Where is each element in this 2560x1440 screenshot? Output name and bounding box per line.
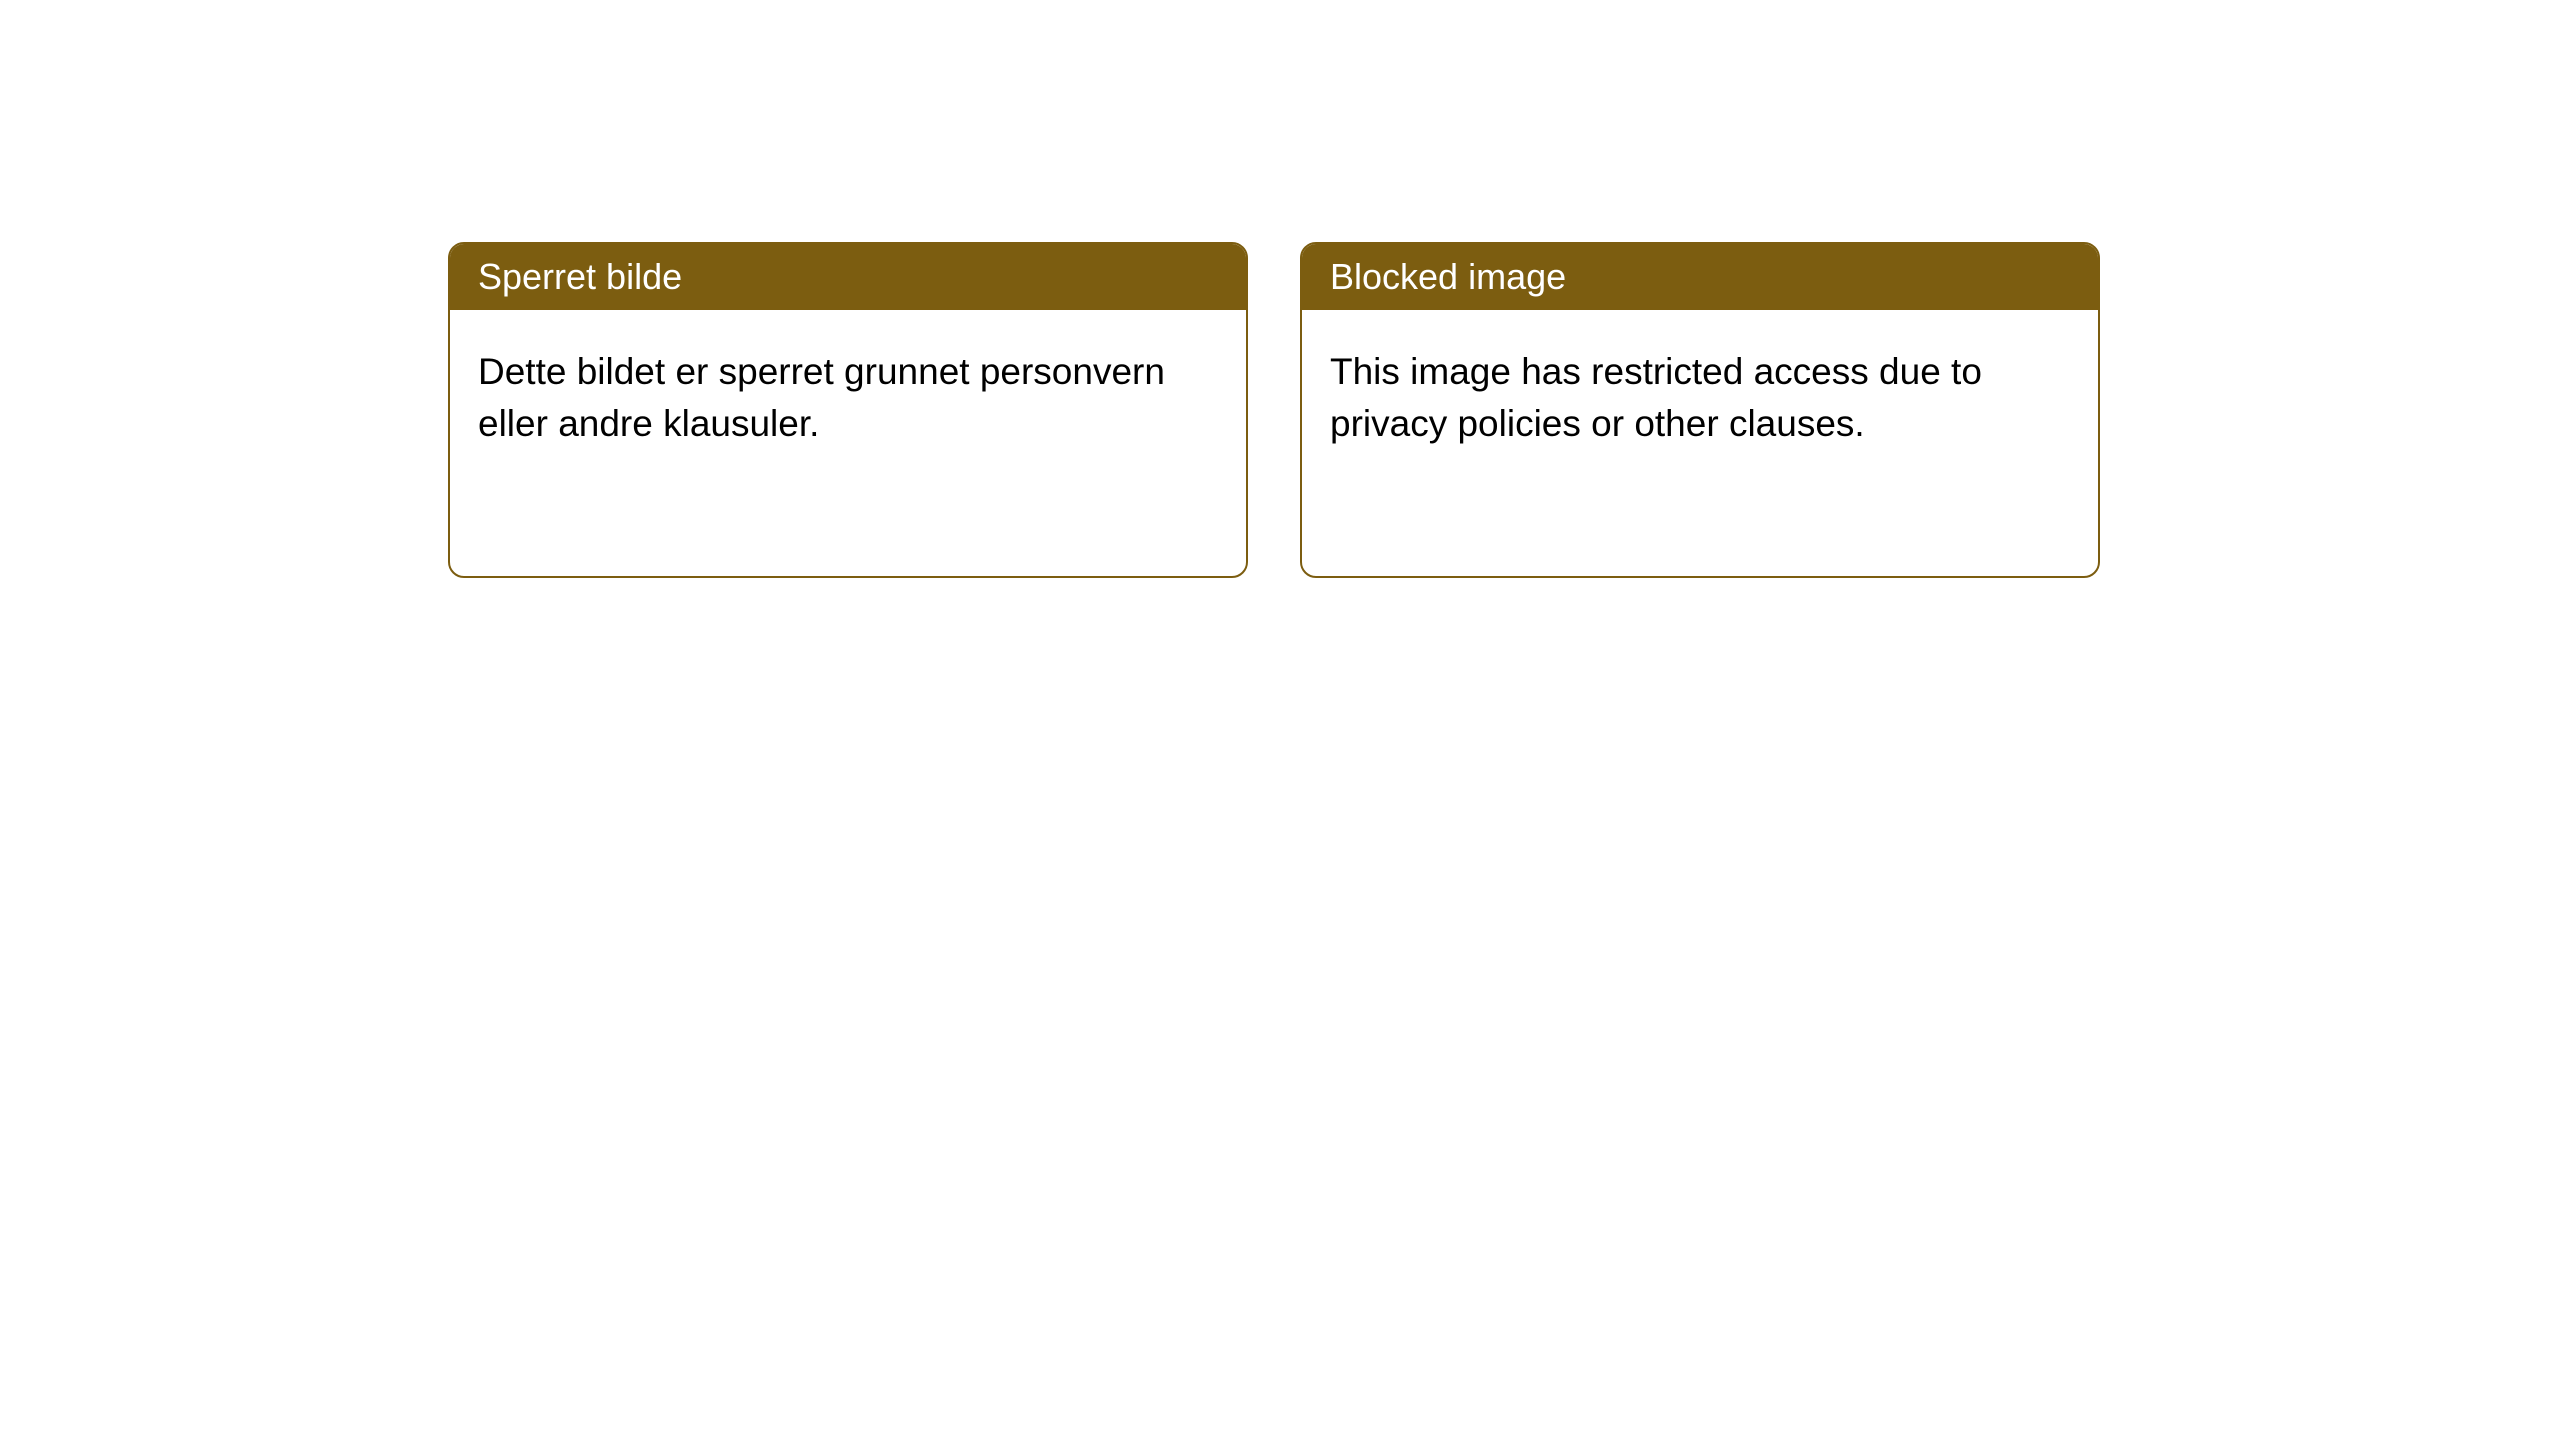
blocked-image-card-english: Blocked image This image has restricted … <box>1300 242 2100 578</box>
card-body: Dette bildet er sperret grunnet personve… <box>450 310 1246 486</box>
blocked-image-card-norwegian: Sperret bilde Dette bildet er sperret gr… <box>448 242 1248 578</box>
card-title: Sperret bilde <box>478 256 682 297</box>
cards-container: Sperret bilde Dette bildet er sperret gr… <box>0 0 2560 578</box>
card-header: Sperret bilde <box>450 244 1246 310</box>
card-title: Blocked image <box>1330 256 1566 297</box>
card-header: Blocked image <box>1302 244 2098 310</box>
card-body: This image has restricted access due to … <box>1302 310 2098 486</box>
card-message: Dette bildet er sperret grunnet personve… <box>478 351 1165 444</box>
card-message: This image has restricted access due to … <box>1330 351 1982 444</box>
